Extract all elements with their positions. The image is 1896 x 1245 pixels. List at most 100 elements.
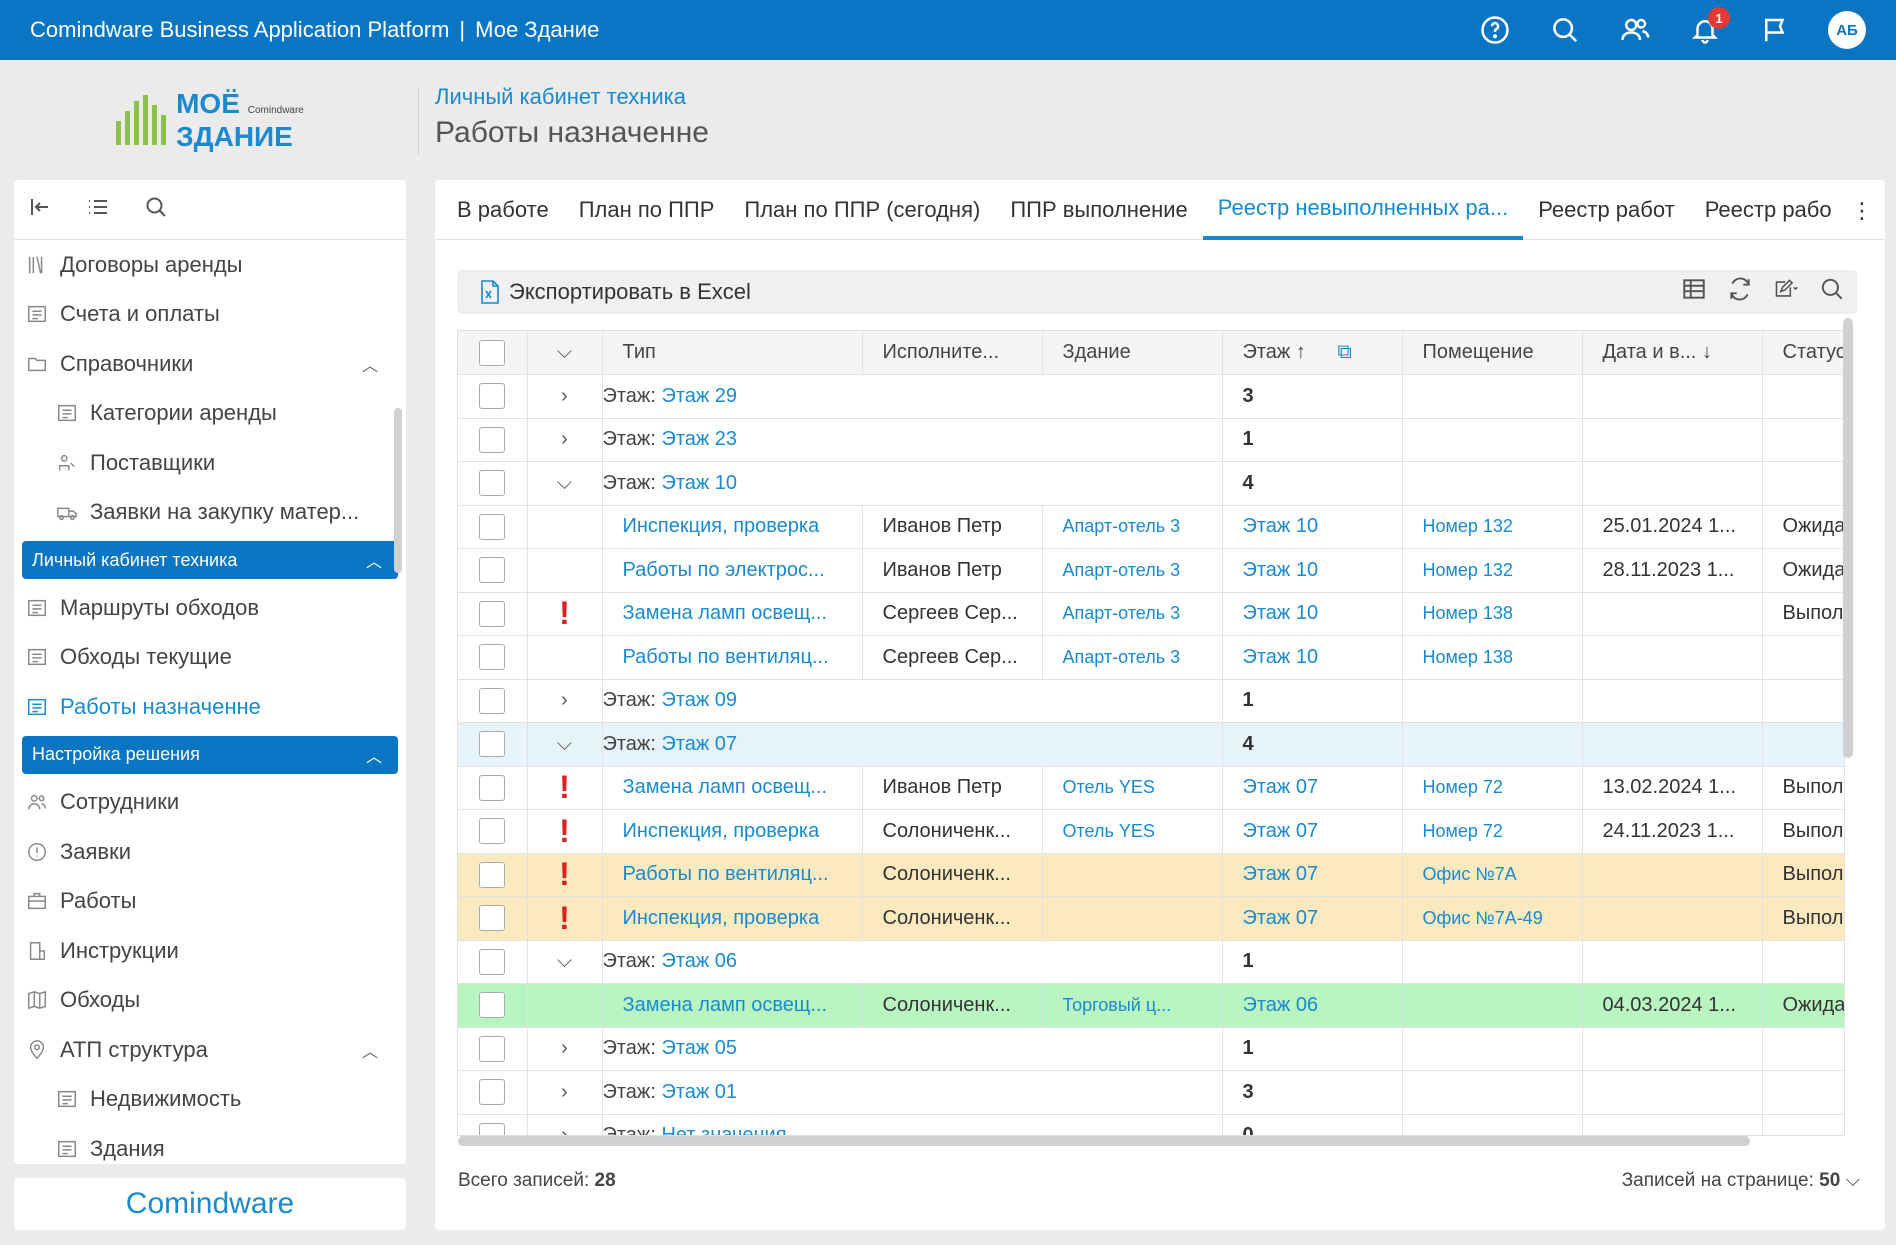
row-checkbox[interactable] xyxy=(458,635,528,680)
select-all-checkbox[interactable] xyxy=(458,331,528,375)
floor-link[interactable]: Этаж 10 xyxy=(1242,645,1319,668)
chevron-down-icon[interactable]: ⌵ xyxy=(527,722,603,767)
group-row[interactable]: › Этаж: Этаж 23 1 xyxy=(458,418,1844,462)
group-row[interactable]: ⌵ Этаж: Этаж 06 1 xyxy=(458,940,1844,984)
table-row[interactable]: Инспекция, проверка Иванов Петр Апарт-отел… xyxy=(458,505,1844,549)
group-value-link[interactable]: Этаж 10 xyxy=(661,471,738,494)
breadcrumb[interactable]: Личный кабинет техника xyxy=(435,84,686,109)
sidebar-item[interactable]: Здания xyxy=(14,1124,406,1164)
page-size-selector[interactable]: Записей на странице: 50 ⌵ xyxy=(1622,1170,1860,1192)
sidebar-item[interactable]: Работы назначенне xyxy=(14,682,406,732)
row-checkbox[interactable] xyxy=(458,940,528,984)
column-header-building[interactable]: Здание xyxy=(1042,331,1223,375)
sidebar-item[interactable]: Инструкции xyxy=(14,926,406,976)
table-row[interactable]: Работы по электрос... Иванов Петр Апарт-от… xyxy=(458,548,1844,593)
users-icon[interactable] xyxy=(1618,13,1652,47)
tab-1[interactable]: В работе xyxy=(457,196,549,222)
group-value-link[interactable]: Этаж 07 xyxy=(661,732,738,755)
sidebar-item[interactable]: Работы xyxy=(14,877,406,927)
building-link[interactable]: Апарт-отель 3 xyxy=(1062,603,1181,624)
sidebar-item[interactable]: Обходы xyxy=(14,976,406,1026)
building-link[interactable]: Апарт-отель 3 xyxy=(1062,559,1181,580)
refresh-icon[interactable] xyxy=(1727,276,1753,308)
floor-link[interactable]: Этаж 07 xyxy=(1242,863,1319,886)
table-row[interactable]: ! Замена ламп освещ... Иванов Петр Отель YE… xyxy=(458,766,1844,810)
sidebar-section-header[interactable]: Личный кабинет техника ︿ xyxy=(22,541,398,579)
type-link[interactable]: Инспекция, проверка xyxy=(622,515,820,538)
table-row[interactable]: ! Инспекция, проверка Солониченк... Этаж 07… xyxy=(458,896,1844,941)
room-link[interactable]: Номер 138 xyxy=(1422,646,1513,667)
column-header-type[interactable]: Тип xyxy=(602,331,863,375)
column-header-floor[interactable]: Этаж ↑ ⧉ xyxy=(1222,331,1403,375)
chevron-right-icon[interactable]: › xyxy=(527,374,603,419)
building-link[interactable]: Отель YES xyxy=(1062,777,1155,798)
row-checkbox[interactable] xyxy=(458,592,528,636)
chevron-down-icon[interactable]: ⌵ xyxy=(527,940,603,984)
column-header-date[interactable]: Дата и в... ↓ xyxy=(1582,331,1763,375)
chevron-right-icon[interactable]: › xyxy=(527,679,603,723)
collapse-sidebar-icon[interactable] xyxy=(28,195,52,225)
floor-link[interactable]: Этаж 10 xyxy=(1242,558,1319,581)
type-link[interactable]: Замена ламп освещ... xyxy=(622,602,828,625)
building-name[interactable]: Мое Здание xyxy=(475,17,600,42)
list-view-icon[interactable] xyxy=(86,195,110,225)
sidebar-item[interactable]: Справочники ︿ xyxy=(14,339,406,389)
group-row[interactable]: ⌵ Этаж: Этаж 10 4 xyxy=(458,461,1844,506)
row-checkbox[interactable] xyxy=(458,983,528,1028)
help-icon[interactable] xyxy=(1478,13,1512,47)
chevron-right-icon[interactable]: › xyxy=(527,418,603,462)
floor-link[interactable]: Этаж 07 xyxy=(1242,776,1319,799)
column-header-room[interactable]: Помещение xyxy=(1402,331,1583,375)
column-header-status[interactable]: Статус xyxy=(1762,331,1844,375)
search-icon[interactable] xyxy=(1548,13,1582,47)
building-link[interactable]: Апарт-отель 3 xyxy=(1062,516,1181,537)
tab-6[interactable]: Реестр работ xyxy=(1538,196,1675,222)
room-link[interactable]: Номер 138 xyxy=(1422,603,1513,624)
sidebar-scrollbar[interactable] xyxy=(394,408,402,573)
row-checkbox[interactable] xyxy=(458,896,528,941)
chevron-right-icon[interactable]: › xyxy=(527,1114,603,1135)
type-link[interactable]: Инспекция, проверка xyxy=(622,906,820,929)
row-checkbox[interactable] xyxy=(458,679,528,723)
group-by-icon[interactable]: ⧉ xyxy=(1337,341,1352,363)
grid-vertical-scrollbar[interactable] xyxy=(1843,318,1853,758)
building-link[interactable]: Отель YES xyxy=(1062,820,1155,841)
row-checkbox[interactable] xyxy=(458,1070,528,1115)
flag-icon[interactable] xyxy=(1758,13,1792,47)
sidebar-item[interactable]: Категории аренды xyxy=(14,389,406,439)
sidebar-item[interactable]: Маршруты обходов xyxy=(14,583,406,633)
row-checkbox[interactable] xyxy=(458,418,528,462)
sidebar-item[interactable]: Заявки xyxy=(14,827,406,877)
room-link[interactable]: Офис №7А-49 xyxy=(1422,907,1543,928)
column-header-executor[interactable]: Исполните... xyxy=(862,331,1043,375)
row-checkbox[interactable] xyxy=(458,505,528,549)
logo[interactable]: МОЁ Comindware ЗДАНИЕ xyxy=(116,89,304,150)
row-checkbox[interactable] xyxy=(458,374,528,419)
group-row[interactable]: › Этаж: Этаж 09 1 xyxy=(458,679,1844,723)
room-link[interactable]: Номер 132 xyxy=(1422,516,1513,537)
group-row[interactable]: › Этаж: Этаж 05 1 xyxy=(458,1027,1844,1071)
group-value-link[interactable]: Этаж 09 xyxy=(661,689,738,712)
avatar[interactable]: АБ xyxy=(1828,11,1866,49)
group-value-link[interactable]: Этаж 05 xyxy=(661,1037,738,1060)
grid-search-icon[interactable] xyxy=(1819,276,1845,308)
row-checkbox[interactable] xyxy=(458,809,528,854)
row-checkbox[interactable] xyxy=(458,1114,528,1135)
table-row[interactable]: ! Инспекция, проверка Солониченк... Отель Y… xyxy=(458,809,1844,854)
type-link[interactable]: Замена ламп освещ... xyxy=(622,993,828,1016)
table-row[interactable]: ! Замена ламп освещ... Сергеев Сер... Апарт… xyxy=(458,592,1844,636)
row-checkbox[interactable] xyxy=(458,722,528,767)
type-link[interactable]: Работы по вентиляц... xyxy=(622,645,829,668)
group-value-link[interactable]: Этаж 29 xyxy=(661,384,738,407)
tab-5[interactable]: Реестр невыполненных ра... xyxy=(1202,180,1524,240)
row-checkbox[interactable] xyxy=(458,548,528,593)
type-link[interactable]: Работы по вентиляц... xyxy=(622,863,829,886)
export-excel-button[interactable]: Экспортировать в Excel xyxy=(479,279,751,305)
group-row[interactable]: › Этаж: Нет значения 0 xyxy=(458,1114,1844,1135)
chevron-right-icon[interactable]: › xyxy=(527,1070,603,1115)
chevron-up-icon[interactable]: ︿ xyxy=(365,748,382,766)
row-checkbox[interactable] xyxy=(458,1027,528,1071)
building-link[interactable]: Торговый ц... xyxy=(1062,994,1172,1015)
expand-all-icon[interactable]: ⌵ xyxy=(527,331,603,375)
tab-3[interactable]: План по ППР (сегодня) xyxy=(744,196,981,222)
